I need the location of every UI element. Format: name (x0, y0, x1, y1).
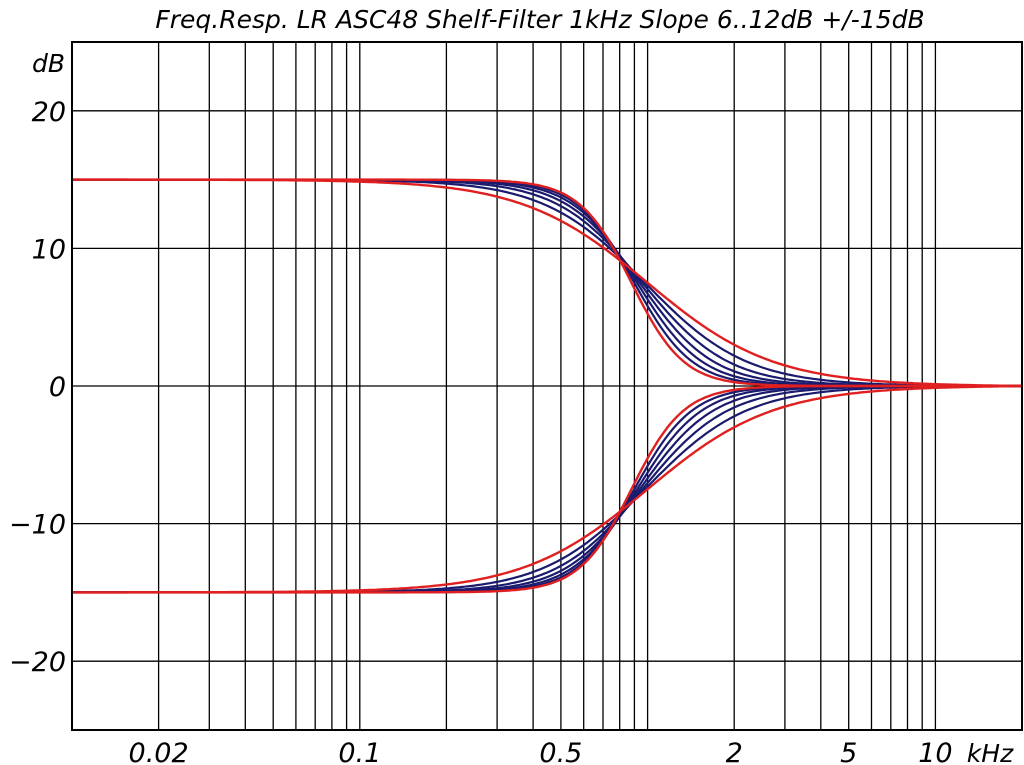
y-axis-label: dB (32, 49, 65, 78)
chart-title: Freq.Resp. LR ASC48 Shelf-Filter 1kHz Sl… (155, 5, 924, 34)
series-line-cut-9db (72, 384, 1022, 594)
x-tick-label: 10 (918, 738, 952, 765)
series-line-cut-7db (72, 384, 1022, 594)
y-tick-label: −10 (9, 510, 66, 541)
series-line-boost-6db (72, 178, 1022, 388)
series-group (72, 178, 1022, 594)
series-line-boost-11db (72, 178, 1022, 388)
series-line-cut-8db (72, 384, 1022, 594)
series-line-cut-12db (72, 384, 1022, 594)
x-tick-label: 5 (840, 738, 857, 765)
y-tick-label: 0 (49, 372, 66, 403)
x-tick-label: 0.02 (129, 738, 189, 765)
series-line-boost-12db (72, 178, 1022, 388)
y-tick-label: −20 (9, 647, 66, 678)
series-line-cut-6db (72, 384, 1022, 594)
x-tick-label: 0.1 (338, 738, 381, 765)
series-line-cut-11db (72, 384, 1022, 594)
series-line-boost-9db (72, 178, 1022, 388)
y-tick-label: 20 (32, 97, 66, 128)
x-tick-label: 0.5 (539, 738, 582, 765)
series-line-boost-8db (72, 178, 1022, 388)
series-line-boost-7db (72, 178, 1022, 388)
plot-frame (71, 41, 1023, 731)
tick-labels: 0.02 0.1 0.5 2 5 10 20 10 0 −10 −20 (9, 97, 953, 765)
series-line-boost-10db (72, 178, 1022, 388)
y-tick-label: 10 (32, 234, 66, 265)
x-axis-label: kHz (967, 739, 1014, 765)
series-line-cut-10db (72, 384, 1022, 594)
x-tick-label: 2 (726, 738, 743, 765)
